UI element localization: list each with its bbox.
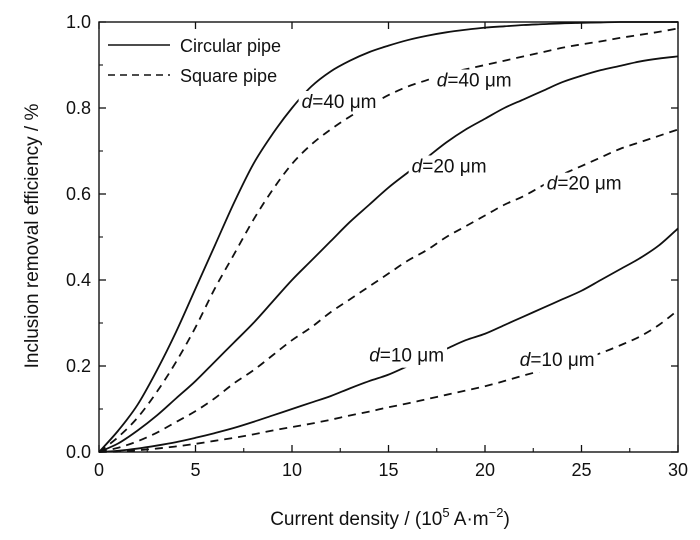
x-tick-label: 30 xyxy=(668,460,688,480)
x-axis-ticks: 0 5 10 15 20 25 30 xyxy=(94,22,688,480)
x-tick-label: 0 xyxy=(94,460,104,480)
series-line-20um-square xyxy=(98,128,679,453)
annotation-value: =10 μm xyxy=(530,350,594,371)
plot-border xyxy=(98,21,679,453)
annotation-variable: d xyxy=(547,174,559,195)
curve-annotation: d=20 μm xyxy=(547,174,622,195)
x-tick-label: 5 xyxy=(190,460,200,480)
plot-frame xyxy=(98,21,679,453)
curve-annotations: d=40 μmd=40 μmd=20 μmd=20 μmd=10 μm d=10 … xyxy=(298,69,625,372)
legend-label-circular: Circular pipe xyxy=(180,36,281,56)
y-tick-label: 0.2 xyxy=(66,356,91,376)
y-tick-label: 0.0 xyxy=(66,442,91,462)
annotation-value: =40 μm xyxy=(447,71,511,92)
x-axis-title: Current density / (105 A·m−2) xyxy=(270,505,510,530)
annotation-background xyxy=(298,91,380,114)
annotation-variable: d xyxy=(437,71,449,92)
y-axis-title: Inclusion removal efficiency / % xyxy=(22,104,43,369)
curves xyxy=(98,21,679,453)
annotation-value: =20 μm xyxy=(422,157,486,178)
curve-annotation: d=20 μm xyxy=(412,157,487,178)
x-tick-label: 20 xyxy=(475,460,495,480)
curve-annotation: d=40 μm xyxy=(302,92,377,113)
legend-label-square: Square pipe xyxy=(180,66,277,86)
y-tick-label: 0.8 xyxy=(66,98,91,118)
series-line-10um-square xyxy=(98,309,679,453)
x-tick-label: 10 xyxy=(282,460,302,480)
annotation-background xyxy=(408,155,490,179)
annotation-background xyxy=(366,344,448,368)
annotation-variable: d xyxy=(369,346,381,367)
series-line-10um-circular xyxy=(98,227,679,453)
series-line-40um-circular xyxy=(98,21,678,453)
curve-annotation: d=10 μm xyxy=(520,350,595,371)
y-tick-label: 0.6 xyxy=(66,184,91,204)
annotation-variable: d xyxy=(302,92,314,113)
curve-annotation: d=40 μm xyxy=(437,71,512,92)
annotation-variable: d xyxy=(412,157,424,178)
annotation-value: =40 μm xyxy=(312,92,376,113)
x-tick-label: 25 xyxy=(571,460,591,480)
x-tick-label: 15 xyxy=(378,460,398,480)
legend: Circular pipe Square pipe xyxy=(108,36,281,86)
annotation-background xyxy=(516,349,598,372)
curve-annotation: d=10 μm xyxy=(369,346,444,367)
annotation-background xyxy=(433,69,515,93)
y-axis-ticks: 0.0 0.2 0.4 0.6 0.8 1.0 xyxy=(66,12,678,462)
annotation-background xyxy=(543,172,625,196)
series-line-20um-circular xyxy=(98,55,679,453)
annotation-value: =10 μm xyxy=(380,346,444,367)
y-tick-label: 0.4 xyxy=(66,270,91,290)
series-line-40um-square xyxy=(98,27,679,453)
y-tick-label: 1.0 xyxy=(66,12,91,32)
annotation-variable: d xyxy=(520,350,532,371)
annotation-value: =20 μm xyxy=(557,174,621,195)
